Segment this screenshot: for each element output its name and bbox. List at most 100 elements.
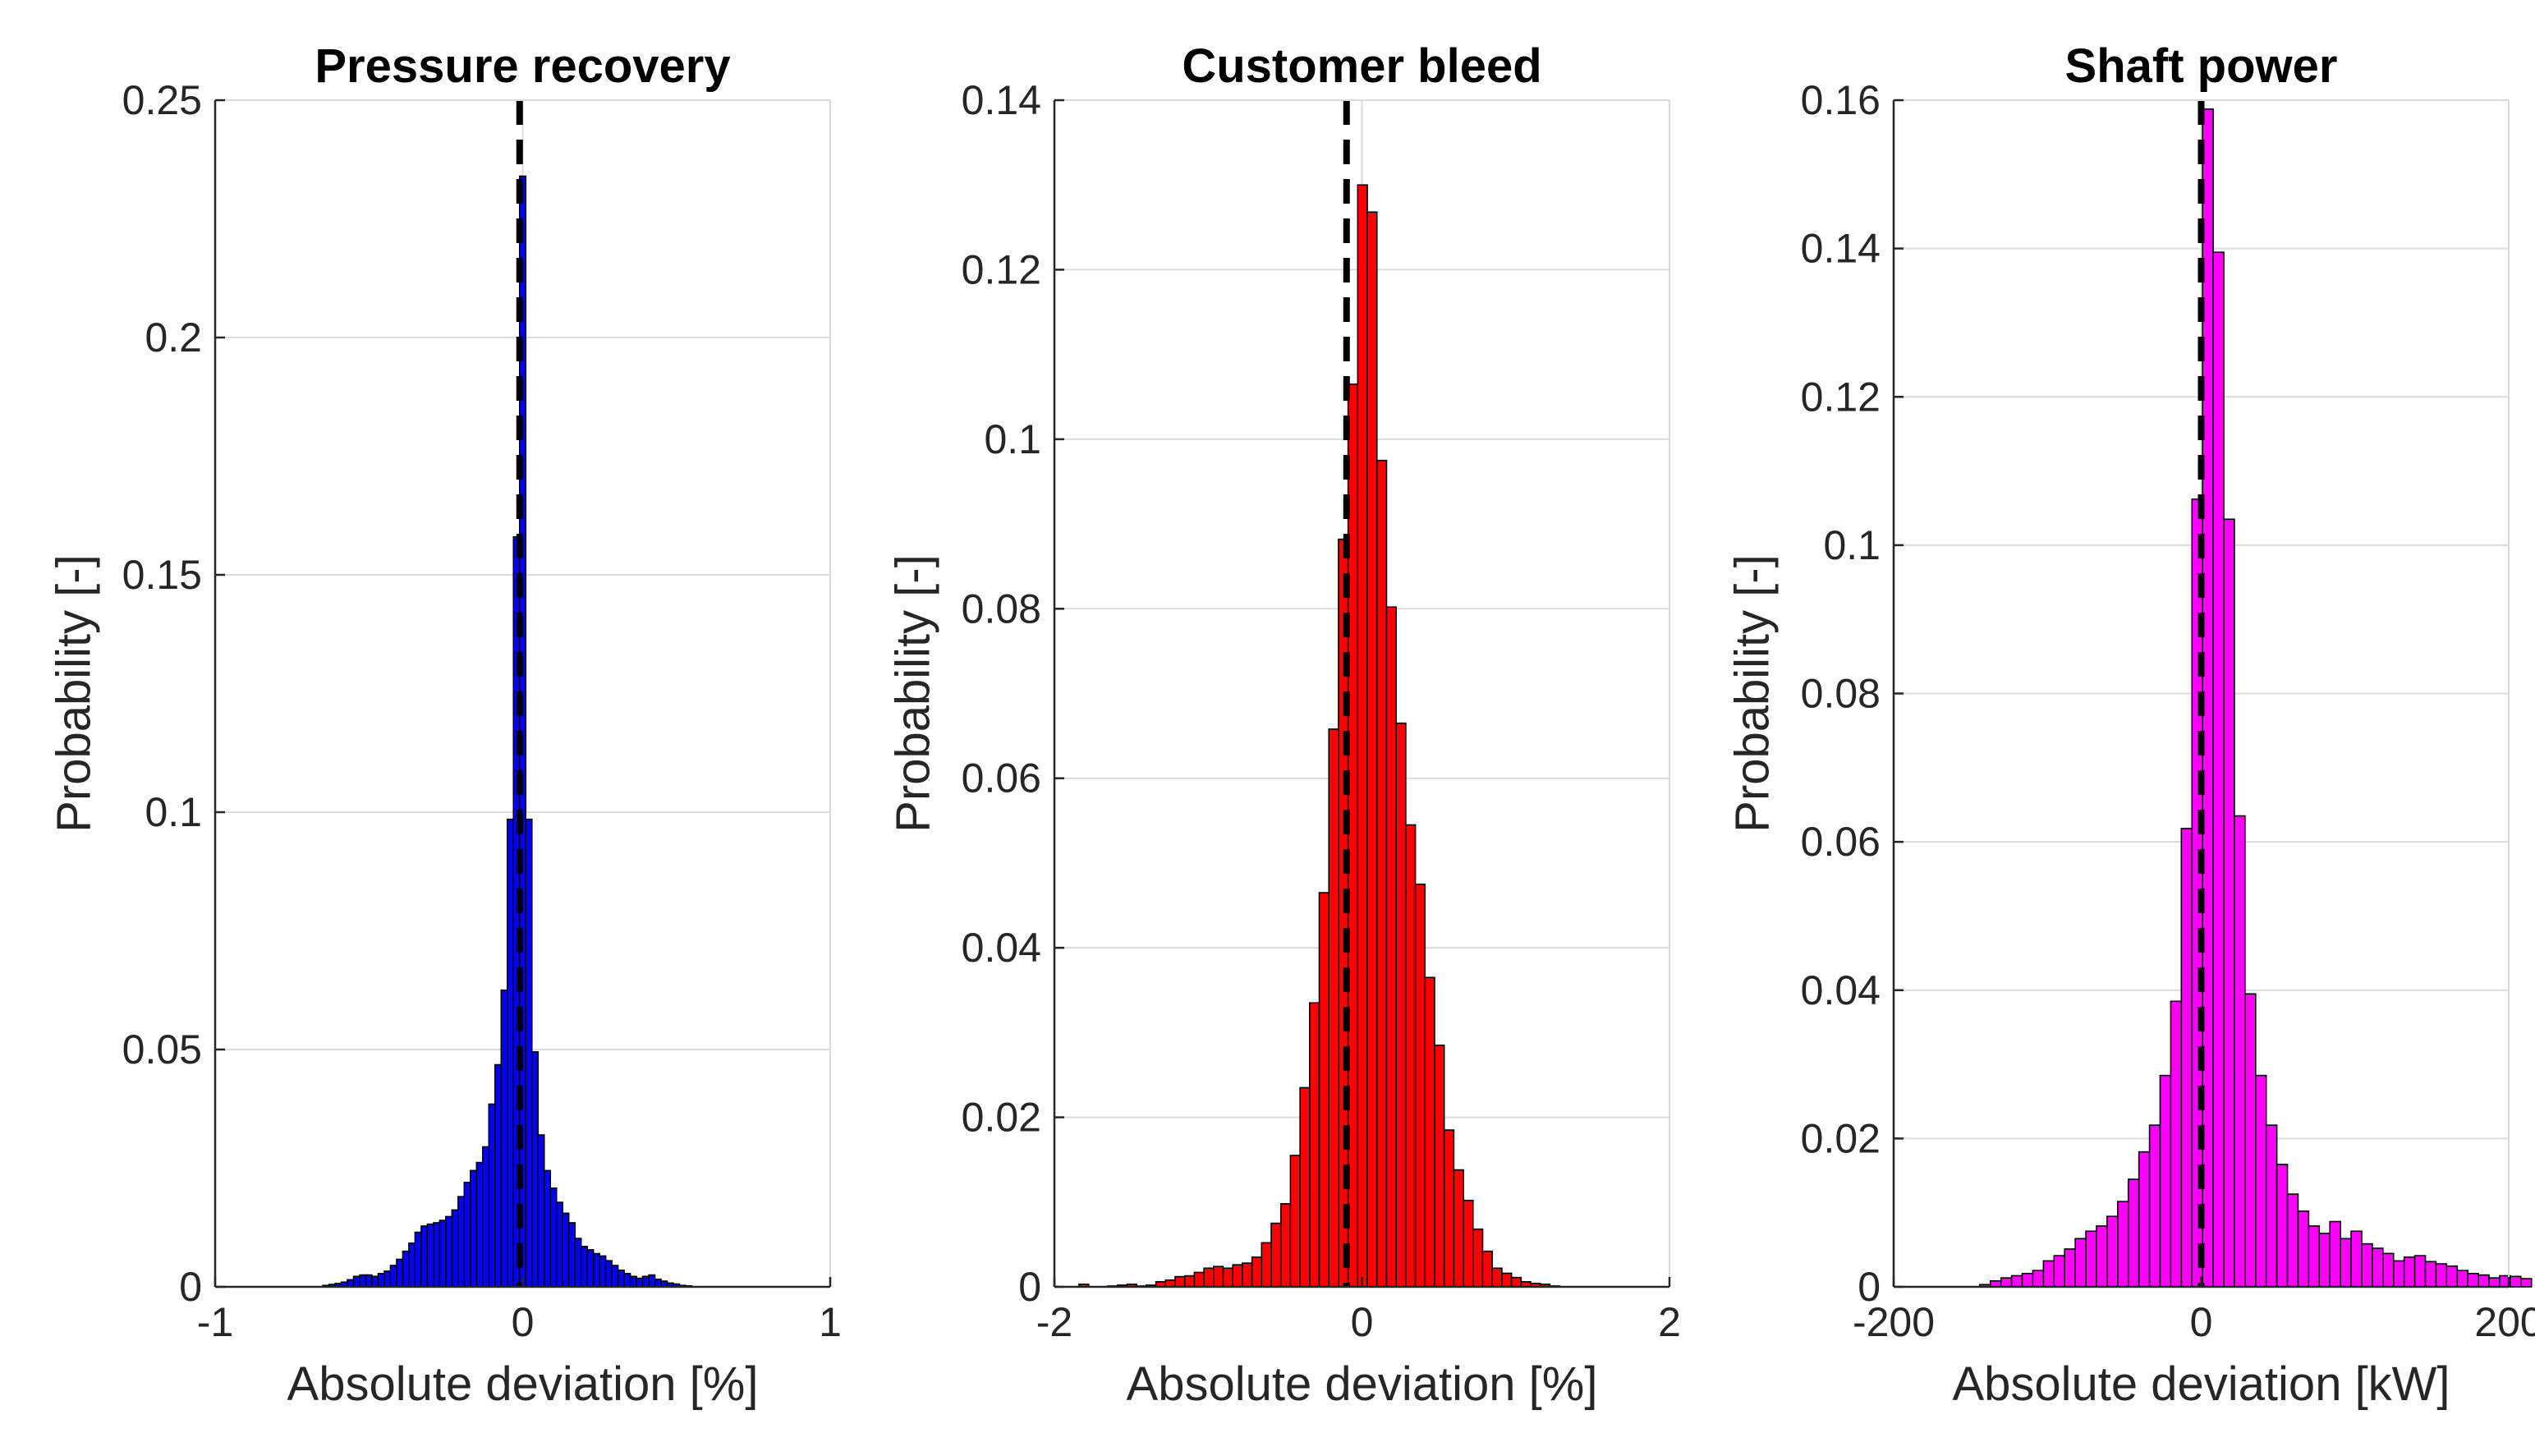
histogram-bar [1289,1155,1301,1288]
histogram-bar [2042,1260,2055,1288]
histogram-bar [2478,1274,2490,1288]
histogram-bar [2159,1074,2172,1288]
y-tick-label: 0 [1018,1264,1041,1310]
y-tick-label: 0.04 [962,925,1041,971]
histogram-bar [463,1182,471,1288]
histogram-bar [574,1238,582,1288]
histogram-bar [365,1274,373,1288]
histogram-bar [1193,1271,1205,1288]
y-tick-label: 0.14 [962,77,1041,123]
histogram-bar [567,1222,576,1288]
histogram-bar [617,1269,625,1288]
x-tick-label: 0 [2190,1299,2213,1345]
histogram-bar [1309,1002,1320,1288]
x-axis-label: Absolute deviation [kW] [1952,1357,2450,1411]
histogram-bar [2085,1230,2097,1288]
histogram-bar [648,1274,656,1288]
histogram-bar [2350,1230,2363,1288]
histogram-bar [555,1201,563,1288]
x-tick-label: -2 [1036,1299,1072,1345]
histogram-bar [1434,1045,1445,1288]
y-tick-label: 0.06 [962,756,1041,801]
histogram-bar [1357,184,1368,1288]
histogram-bar [439,1219,447,1288]
histogram-bar [389,1265,397,1288]
histogram-bar [1183,1275,1196,1288]
panel-title: Customer bleed [1182,39,1541,93]
y-tick-label: 0.05 [122,1027,202,1072]
x-tick-label: 200 [2474,1299,2535,1345]
histogram-bar [383,1270,392,1288]
histogram-bar [2170,1000,2183,1288]
histogram-bar [475,1161,484,1288]
histogram-bar [2032,1270,2045,1288]
y-axis-label: Probability [-] [887,554,940,832]
histogram-bar [537,1134,545,1288]
histogram-bar [604,1260,613,1288]
histogram-bar [506,818,515,1288]
histogram-bar [396,1258,404,1288]
histogram-bar [457,1196,466,1288]
histogram-bar [543,1169,552,1288]
y-tick-label: 0 [1858,1264,1881,1310]
histogram-bar [2340,1238,2352,1288]
histogram-bar [1463,1199,1474,1288]
histogram-bar [2244,993,2257,1288]
histogram-bar [2519,1278,2533,1288]
y-tick-label: 0.04 [1801,967,1881,1013]
y-tick-label: 0.1 [984,416,1041,462]
histogram-bar [2106,1215,2119,1288]
x-axis-label: Absolute deviation [%] [1127,1357,1598,1411]
y-tick-label: 0.15 [122,552,202,598]
y-tick-label: 0.12 [1801,374,1881,420]
histogram-bar [2053,1255,2066,1288]
histogram-bar [592,1252,600,1288]
x-tick-label: 2 [1658,1299,1681,1345]
histogram-bar [1472,1229,1484,1288]
histogram-bar [488,1103,496,1288]
x-tick-label: 1 [819,1299,842,1345]
histogram-bar [2000,1277,2013,1288]
histogram-bar [2308,1225,2321,1288]
y-axis-label: Probability [-] [48,554,101,832]
histogram-bar [494,1063,503,1288]
histogram-bar [1328,728,1339,1288]
y-tick-label: 0.08 [1801,671,1881,717]
histogram-bar [654,1278,662,1288]
histogram-bar [2510,1275,2522,1288]
histogram-bar [2445,1265,2459,1288]
histogram-bar [530,1051,540,1288]
y-tick-label: 0.1 [145,789,202,835]
histogram-bar [2180,828,2193,1288]
histogram-bar [2392,1260,2405,1288]
x-tick-label: 0 [512,1299,535,1345]
histogram-bar [402,1250,410,1288]
histogram-bar [1424,976,1435,1288]
histogram-bar [1347,383,1359,1288]
x-tick-label: -200 [1853,1299,1935,1345]
histogram-bar [2212,251,2225,1288]
histogram-bar [1481,1250,1493,1288]
histogram-bar [420,1225,429,1288]
histogram-bar [2286,1193,2299,1288]
histogram-bar [599,1255,607,1288]
histogram-bar [445,1215,453,1288]
histogram-bar [2223,518,2235,1288]
y-tick-label: 0.08 [962,586,1041,632]
histogram-bar [525,818,533,1288]
histogram-bar [433,1222,441,1288]
histogram-bar [2096,1225,2108,1288]
histogram-bar [1405,824,1417,1288]
histogram-bar [562,1212,570,1288]
histogram-bar [1222,1267,1234,1288]
histogram-bar [2010,1275,2023,1288]
histogram-bar [2265,1124,2278,1288]
histogram-bar [2117,1201,2129,1288]
histogram-bar [2318,1233,2331,1288]
histogram-bar [2254,1074,2267,1288]
histogram-bar [623,1273,631,1288]
y-tick-label: 0.1 [1823,522,1881,568]
histogram-bar [408,1242,416,1288]
x-tick-label: -1 [197,1299,233,1345]
